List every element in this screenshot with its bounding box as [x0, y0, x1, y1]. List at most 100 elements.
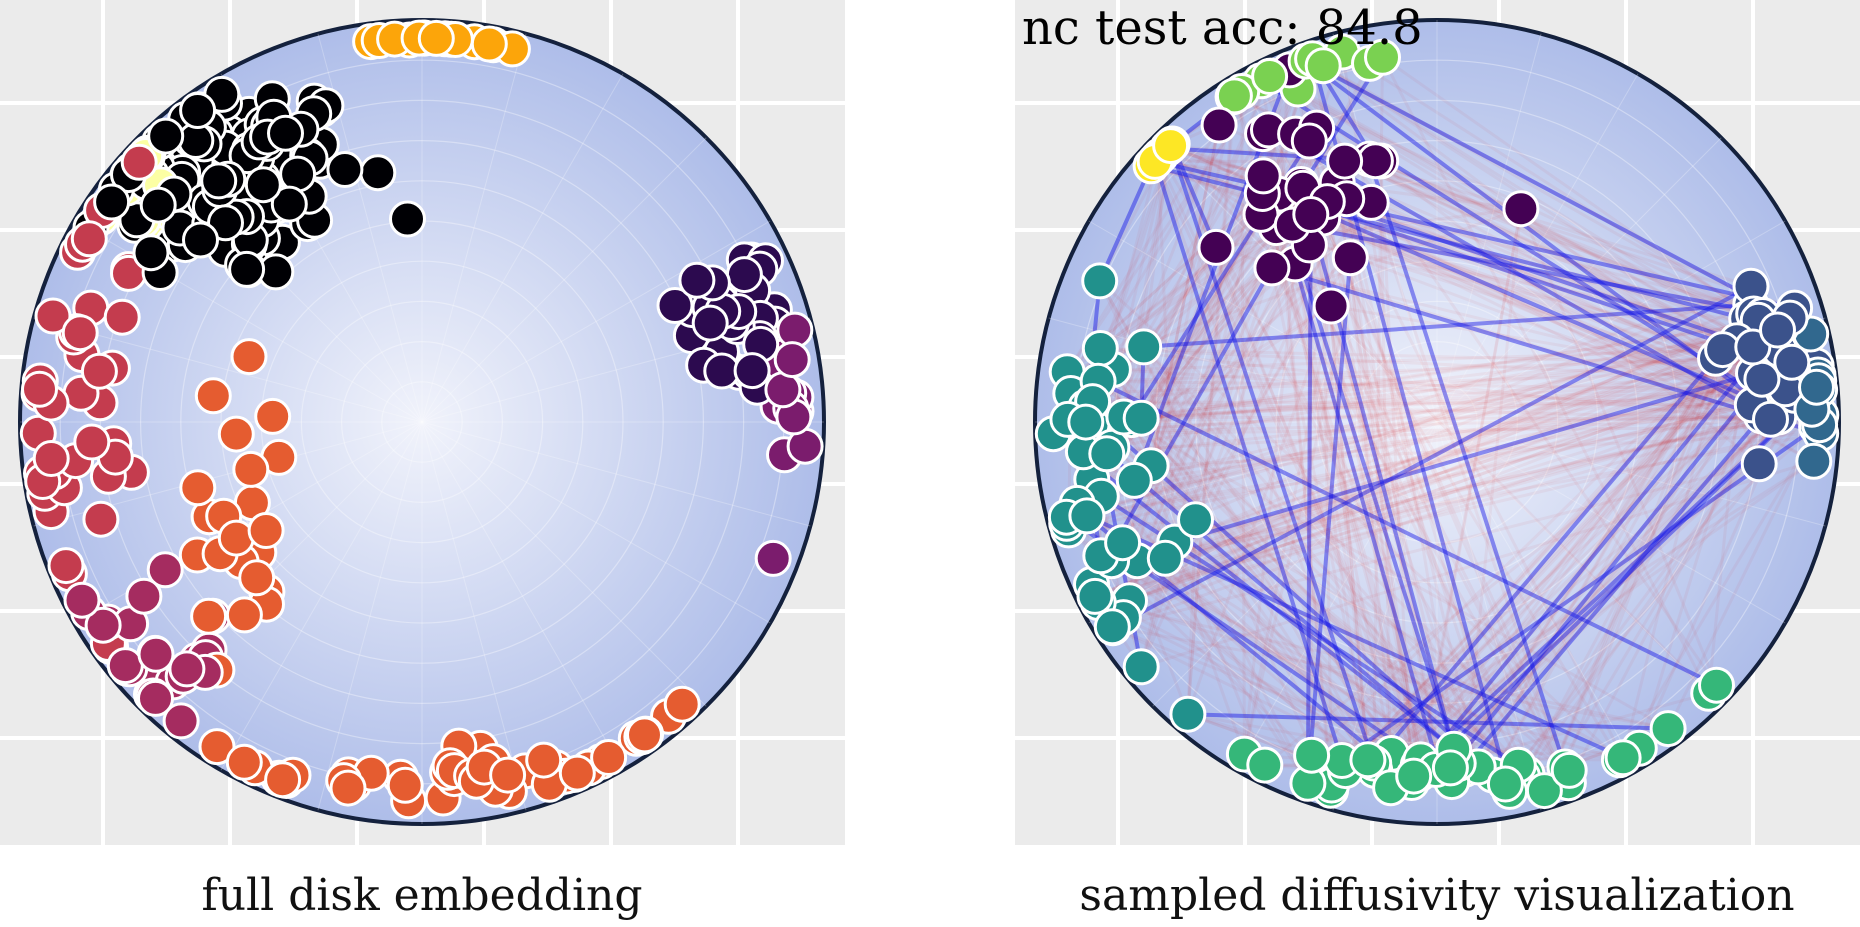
disk-spoke: [421, 137, 707, 423]
red-edge: [1141, 379, 1819, 420]
red-edge: [1174, 403, 1753, 544]
left-point-black: [228, 250, 266, 288]
red-edge: [1410, 361, 1793, 784]
blue-edge: [1097, 164, 1153, 282]
blue-edge: [1143, 302, 1751, 349]
red-edge: [1666, 426, 1818, 730]
disk-spoke: [1436, 421, 1826, 527]
left-point-crimson: [120, 143, 158, 181]
red-edge: [1067, 348, 1723, 374]
red-edge: [1345, 198, 1416, 777]
red-edge: [1618, 423, 1821, 761]
red-edge: [1112, 462, 1760, 630]
red-edge: [1121, 541, 1369, 761]
red-edge: [1128, 360, 1793, 603]
right-point-teal: [1076, 577, 1114, 615]
red-edge: [1106, 383, 1772, 456]
right-point-teal: [1081, 262, 1119, 300]
red-edge: [1094, 318, 1759, 598]
blue-edge: [1271, 265, 1822, 436]
red-edge: [1110, 446, 1528, 776]
red-edge: [1097, 414, 1762, 604]
left-point-orange-diag: [225, 596, 263, 634]
red-edge: [1091, 371, 1754, 586]
left-point-black: [132, 234, 170, 272]
left-point-crimson: [61, 314, 99, 352]
red-edge: [1100, 348, 1780, 498]
red-edge: [1066, 403, 1753, 519]
red-edge: [1423, 394, 1796, 766]
right-caption: sampled diffusivity visualization: [1079, 870, 1794, 921]
red-edge: [1128, 312, 1755, 603]
red-edge: [1263, 332, 1812, 767]
red-edge: [1149, 124, 1221, 467]
test-accuracy-label: nc test acc: 84.8: [1022, 0, 1423, 56]
red-edge: [1053, 316, 1790, 436]
right-point-green: [1698, 666, 1735, 704]
red-edge: [1173, 540, 1422, 762]
blue-edge: [1278, 192, 1818, 429]
disk-spoke: [1235, 421, 1438, 771]
red-edge: [1373, 346, 1754, 772]
red-edge: [1186, 519, 1197, 715]
left-point-orange-bottom: [264, 761, 302, 799]
red-edge: [1140, 459, 1815, 669]
red-edge: [1344, 159, 1796, 310]
red-edge: [1094, 314, 1764, 598]
red-edge: [1082, 450, 1310, 785]
right-point-teal: [1115, 461, 1153, 499]
blue-edge: [1412, 328, 1780, 778]
red-edge: [1410, 341, 1761, 784]
red-edge: [1094, 363, 1788, 598]
right-point-teal: [1067, 403, 1105, 441]
red-edge: [1310, 314, 1764, 757]
red-edge: [1153, 160, 1376, 764]
red-edge: [1076, 364, 1817, 505]
red-edge: [1092, 339, 1738, 404]
red-edge: [1121, 95, 1236, 618]
red-edge: [1128, 360, 1793, 603]
right-point-green: [1604, 739, 1642, 777]
red-edge: [1543, 304, 1753, 792]
red-edge: [1277, 194, 1333, 791]
red-edge: [1240, 91, 1246, 755]
right-point-lime: [1215, 77, 1253, 115]
left-caption: full disk embedding: [201, 870, 642, 921]
left-point-crimson-low: [106, 647, 144, 685]
red-edge: [1094, 594, 1620, 762]
red-edge: [1097, 601, 1669, 731]
red-edge: [1322, 64, 1782, 330]
red-edge: [1053, 425, 1817, 436]
red-edge: [1412, 425, 1818, 778]
right-point-teal: [1122, 648, 1160, 686]
red-edge: [1097, 380, 1571, 772]
left-point-orange-bottom: [558, 754, 596, 792]
red-edge: [1242, 202, 1373, 755]
red-edge: [1149, 192, 1264, 467]
right-point-blue-gray: [1743, 360, 1781, 398]
red-edge: [1476, 348, 1724, 768]
red-edge: [1329, 305, 1570, 784]
left-point-dark-purple: [656, 287, 694, 324]
left-point-orange-diag: [190, 597, 228, 635]
red-edge: [1091, 400, 1669, 730]
red-edge: [1278, 224, 1334, 786]
red-edge: [1066, 339, 1738, 519]
red-edge: [1174, 348, 1724, 544]
blue-edge: [1372, 348, 1725, 765]
red-edge: [1344, 159, 1752, 288]
red-edge: [1174, 373, 1819, 544]
right-chart-panel: [1015, 0, 1860, 845]
red-edge: [1214, 246, 1421, 775]
red-edge: [1164, 417, 1771, 560]
right-point-purple: [1326, 142, 1364, 180]
left-point-crimson-low: [162, 702, 200, 740]
right-point-yellow: [1152, 127, 1190, 165]
red-edge: [1306, 383, 1773, 785]
red-edge: [1151, 432, 1821, 468]
right-point-teal: [1093, 608, 1131, 646]
red-edge: [1389, 317, 1748, 789]
left-point-orange-diag: [247, 512, 285, 549]
red-edge: [1368, 157, 1759, 322]
red-edge: [1164, 318, 1759, 560]
